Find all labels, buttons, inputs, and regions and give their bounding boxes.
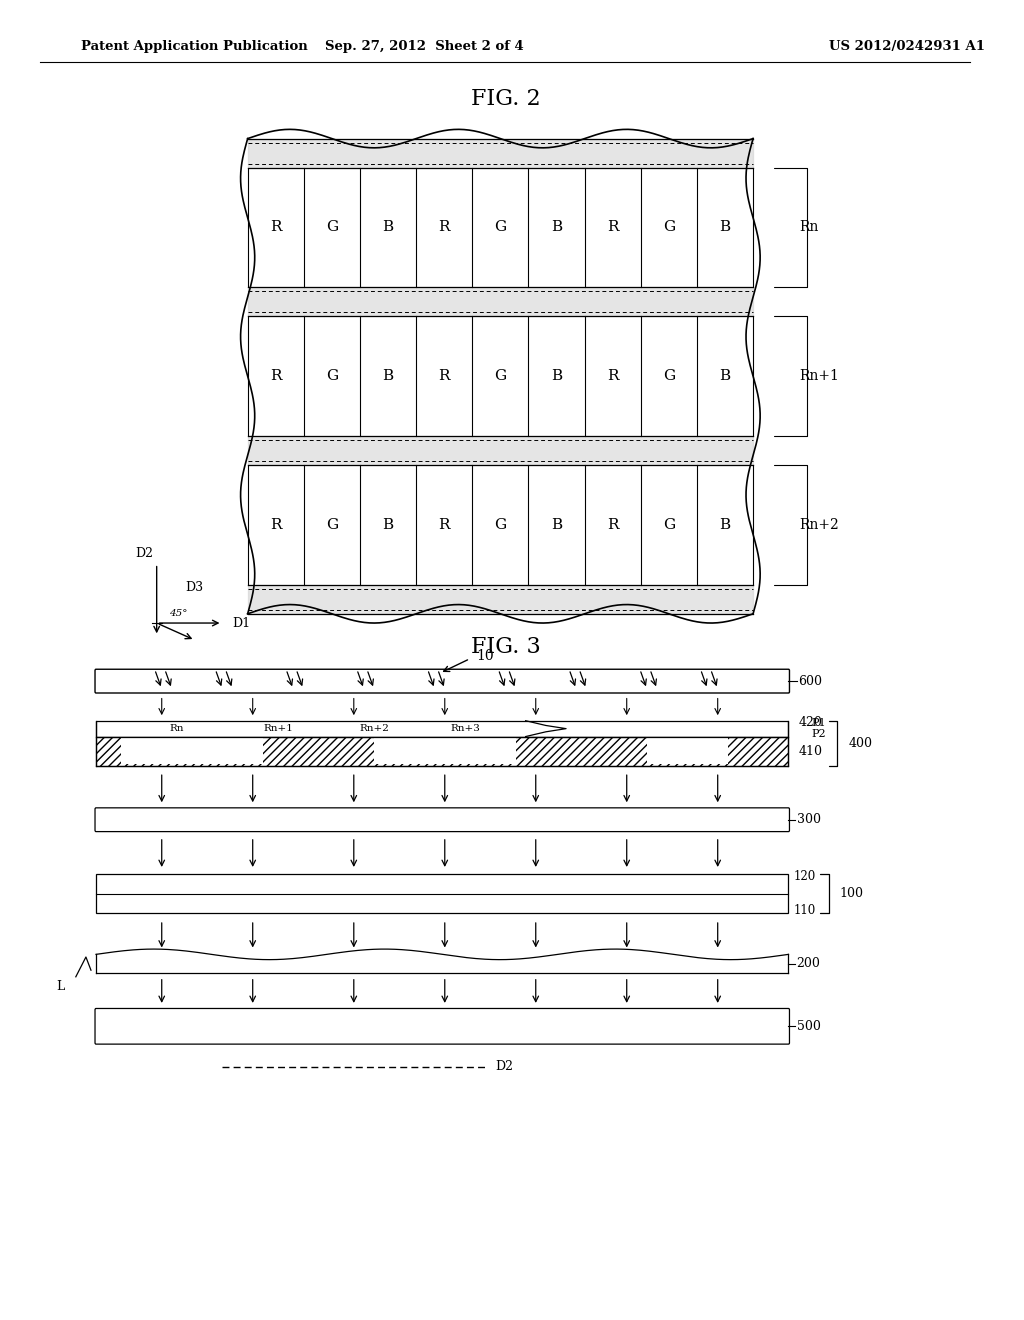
Text: 120: 120 — [794, 870, 816, 883]
Text: R: R — [607, 370, 618, 383]
Text: B: B — [720, 220, 730, 235]
FancyBboxPatch shape — [95, 1008, 790, 1044]
Bar — [121, 738, 263, 764]
Text: R: R — [607, 220, 618, 235]
Text: D1: D1 — [232, 616, 251, 630]
Text: 100: 100 — [839, 887, 863, 900]
Text: R: R — [270, 370, 282, 383]
Text: L: L — [56, 979, 65, 993]
Text: R: R — [607, 517, 618, 532]
Bar — [647, 738, 728, 764]
Text: G: G — [663, 370, 675, 383]
Text: 10: 10 — [476, 649, 494, 663]
Text: R: R — [270, 220, 282, 235]
Text: Patent Application Publication: Patent Application Publication — [81, 40, 307, 53]
Text: US 2012/0242931 A1: US 2012/0242931 A1 — [828, 40, 985, 53]
Text: D2: D2 — [496, 1060, 513, 1073]
Text: 300: 300 — [797, 813, 820, 826]
Text: R: R — [438, 517, 450, 532]
Text: B: B — [383, 220, 393, 235]
Text: B: B — [551, 220, 562, 235]
Text: B: B — [551, 370, 562, 383]
Text: G: G — [663, 220, 675, 235]
Bar — [96, 721, 788, 737]
Text: G: G — [495, 370, 507, 383]
Text: R: R — [270, 517, 282, 532]
Text: Rn: Rn — [800, 220, 819, 235]
Text: B: B — [551, 517, 562, 532]
Text: B: B — [720, 370, 730, 383]
FancyBboxPatch shape — [95, 669, 790, 693]
Text: R: R — [438, 220, 450, 235]
Bar — [96, 874, 788, 913]
Text: 400: 400 — [849, 737, 873, 750]
Text: Rn: Rn — [170, 725, 184, 733]
FancyBboxPatch shape — [95, 808, 790, 832]
Text: D3: D3 — [185, 581, 203, 594]
Text: R: R — [438, 370, 450, 383]
Text: G: G — [495, 517, 507, 532]
Text: Rn+2: Rn+2 — [359, 725, 389, 733]
Text: G: G — [663, 517, 675, 532]
Text: G: G — [326, 370, 338, 383]
Text: Rn+1: Rn+1 — [800, 370, 840, 383]
Text: B: B — [383, 517, 393, 532]
Text: D2: D2 — [135, 546, 154, 560]
Text: Rn+2: Rn+2 — [800, 517, 840, 532]
Text: 200: 200 — [797, 957, 820, 970]
Text: FIG. 2: FIG. 2 — [471, 88, 541, 110]
Text: Rn+1: Rn+1 — [263, 725, 293, 733]
Text: G: G — [326, 517, 338, 532]
Text: 600: 600 — [799, 675, 822, 688]
Text: 410: 410 — [799, 744, 822, 758]
Text: 500: 500 — [797, 1020, 820, 1032]
Text: G: G — [495, 220, 507, 235]
Text: P2: P2 — [812, 729, 826, 739]
Text: B: B — [383, 370, 393, 383]
Text: FIG. 3: FIG. 3 — [471, 636, 541, 657]
Bar — [96, 737, 788, 766]
Text: 420: 420 — [799, 715, 822, 729]
Text: 45°: 45° — [169, 610, 187, 618]
Text: 110: 110 — [794, 904, 816, 917]
Text: G: G — [326, 220, 338, 235]
Text: B: B — [720, 517, 730, 532]
Text: Rn+3: Rn+3 — [451, 725, 480, 733]
Text: Sep. 27, 2012  Sheet 2 of 4: Sep. 27, 2012 Sheet 2 of 4 — [326, 40, 524, 53]
Bar — [374, 738, 515, 764]
Text: P1: P1 — [812, 718, 826, 729]
